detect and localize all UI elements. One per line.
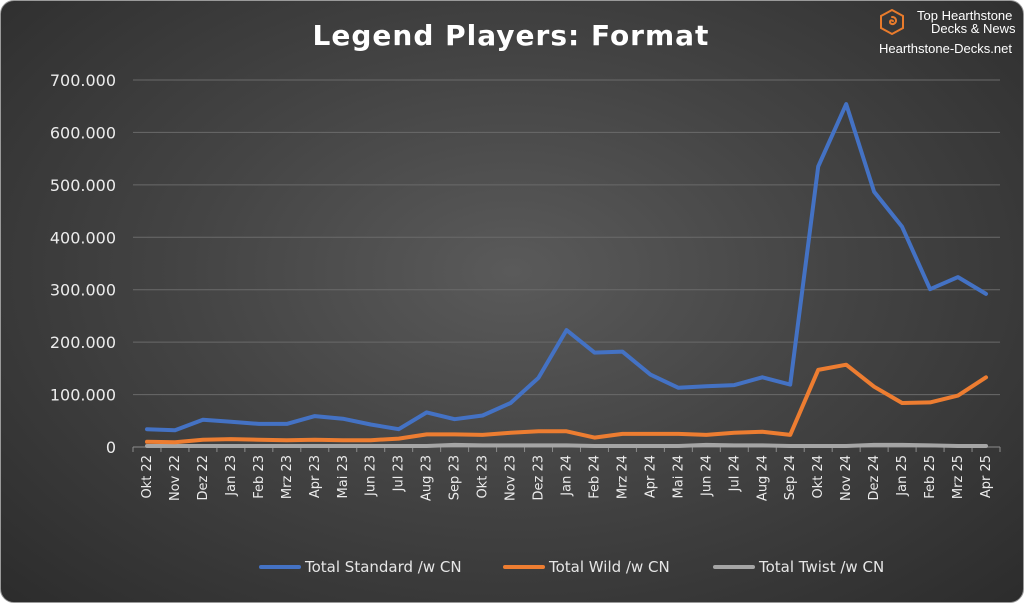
x-tick-label: Apr 25 [979,455,994,498]
x-tick-label: Apr 24 [643,455,658,498]
chart-legend: Total Standard /w CN Total Wild /w CN Tota… [1,556,1021,578]
x-tick-label: Mrz 23 [280,455,295,499]
series-line-1 [145,102,988,433]
x-tick-label: Apr 23 [308,455,323,498]
x-tick-label: Jun 24 [699,455,714,497]
x-tick-label: Dez 23 [532,455,547,501]
legend-label: Total Twist /w CN [759,558,885,576]
x-tick-label: Feb 23 [252,455,267,499]
legend-item[interactable]: Total Standard /w CN [259,556,462,578]
x-tick-label: Jan 23 [224,455,239,497]
x-tick-label: Sep 23 [448,455,463,500]
x-tick-label: Aug 24 [755,455,770,501]
legend-item[interactable]: Total Wild /w CN [503,556,670,578]
x-tick-label: Nov 23 [504,455,519,501]
x-tick-label: Feb 25 [923,455,938,499]
x-tick-label: Nov 22 [168,455,183,501]
series-line-3 [145,442,988,448]
hearthstone-logo-icon [880,9,904,35]
y-tick-label: 600.000 [50,123,116,142]
brand-badge[interactable]: Top Hearthstone Decks & News Hearthstone… [879,5,1017,61]
series-line-2 [145,362,988,445]
x-tick-label: Jul 24 [727,455,742,492]
x-tick-label: Feb 24 [587,455,602,499]
x-tick-label: Mai 23 [336,455,351,498]
x-tick-label: Aug 23 [420,455,435,501]
y-tick-label: 400.000 [50,228,116,247]
y-tick-label: 200.000 [50,333,116,352]
legend-item[interactable]: Total Twist /w CN [713,556,884,578]
y-tick-label: 100.000 [50,386,116,405]
x-tick-label: Nov 24 [839,455,854,501]
y-tick-label: 700.000 [50,71,116,90]
legend-swatch [713,565,755,569]
brand-line-1: Top Hearthstone [917,8,1013,23]
y-tick-label: 0 [106,438,116,457]
x-tick-label: Okt 24 [811,455,826,499]
x-tick-label: Sep 24 [783,455,798,500]
x-tick-label: Jul 23 [392,455,407,492]
x-tick-label: Jun 23 [364,455,379,497]
brand-url[interactable]: Hearthstone-Decks.net [879,41,1012,56]
x-tick-label: Jan 25 [895,455,910,497]
x-tick-label: Dez 22 [196,455,211,501]
x-tick-label: Mrz 24 [615,455,630,499]
x-tick-label: Jan 24 [560,455,575,497]
legend-label: Total Wild /w CN [549,558,670,576]
brand-line-2: Decks & News [931,21,1016,36]
x-tick-label: Okt 23 [476,455,491,499]
x-tick-label: Dez 24 [867,455,882,501]
y-tick-label: 500.000 [50,176,116,195]
legend-swatch [503,565,545,569]
legend-label: Total Standard /w CN [305,558,462,576]
x-tick-label: Mrz 25 [951,455,966,499]
x-tick-label: Okt 22 [140,455,155,499]
chart-title: Legend Players: Format [312,19,710,52]
legend-swatch [259,565,301,569]
x-tick-label: Mai 24 [671,455,686,498]
y-tick-label: 300.000 [50,281,116,300]
